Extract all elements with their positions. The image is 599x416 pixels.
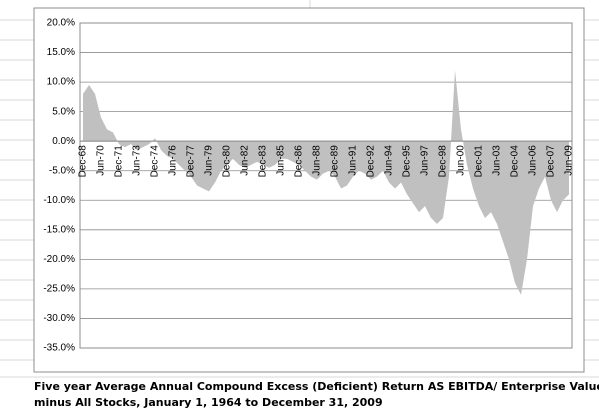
x-tick-label: Jun-06	[528, 145, 539, 176]
y-tick-label: 15.0%	[47, 47, 75, 58]
y-tick-label: 10.0%	[47, 77, 75, 88]
x-tick-label: Dec-04	[510, 145, 521, 178]
x-tick-label: Dec-98	[438, 145, 449, 178]
x-tick-label: Dec-71	[114, 145, 125, 178]
x-tick-label: Dec-68	[78, 145, 89, 178]
y-tick-label: -5.0%	[49, 165, 75, 176]
x-tick-label: Jun-88	[312, 145, 323, 176]
x-tick-label: Jun-94	[384, 145, 395, 176]
x-tick-label: Jun-70	[96, 145, 107, 176]
x-tick-label: Dec-92	[366, 145, 377, 178]
caption: minus All Stocks, January 1, 1964 to Dec…	[34, 396, 383, 409]
x-tick-label: Jun-76	[168, 145, 179, 176]
y-tick-label: -25.0%	[43, 284, 75, 295]
x-tick-label: Dec-77	[186, 145, 197, 178]
x-tick-label: Dec-89	[330, 145, 341, 178]
x-tick-label: Jun-03	[492, 145, 503, 176]
y-tick-label: -15.0%	[43, 224, 75, 235]
y-tick-label: -35.0%	[43, 343, 75, 354]
x-tick-label: Jun-79	[204, 145, 215, 176]
x-tick-label: Dec-80	[222, 145, 233, 178]
area	[83, 70, 569, 295]
y-tick-label: 20.0%	[47, 18, 75, 29]
x-tick-label: Dec-07	[546, 145, 557, 178]
x-tick-label: Jun-09	[564, 145, 575, 176]
x-tick-label: Dec-83	[258, 145, 269, 178]
x-tick-label: Dec-95	[402, 145, 413, 178]
x-tick-label: Dec-74	[150, 145, 161, 178]
x-tick-label: Dec-01	[474, 145, 485, 178]
x-tick-label: Jun-85	[276, 145, 287, 176]
x-tick-label: Jun-82	[240, 145, 251, 176]
y-tick-label: 5.0%	[52, 106, 75, 117]
y-tick-label: -30.0%	[43, 313, 75, 324]
x-tick-label: Jun-97	[420, 145, 431, 176]
caption: Five year Average Annual Compound Excess…	[34, 380, 599, 393]
x-tick-label: Dec-86	[294, 145, 305, 178]
x-tick-label: Jun-91	[348, 145, 359, 176]
y-tick-label: -20.0%	[43, 254, 75, 265]
x-tick-label: Jun-00	[456, 145, 467, 176]
x-tick-label: Jun-73	[132, 145, 143, 176]
y-tick-label: -10.0%	[43, 195, 75, 206]
y-tick-label: 0.0%	[52, 136, 75, 147]
